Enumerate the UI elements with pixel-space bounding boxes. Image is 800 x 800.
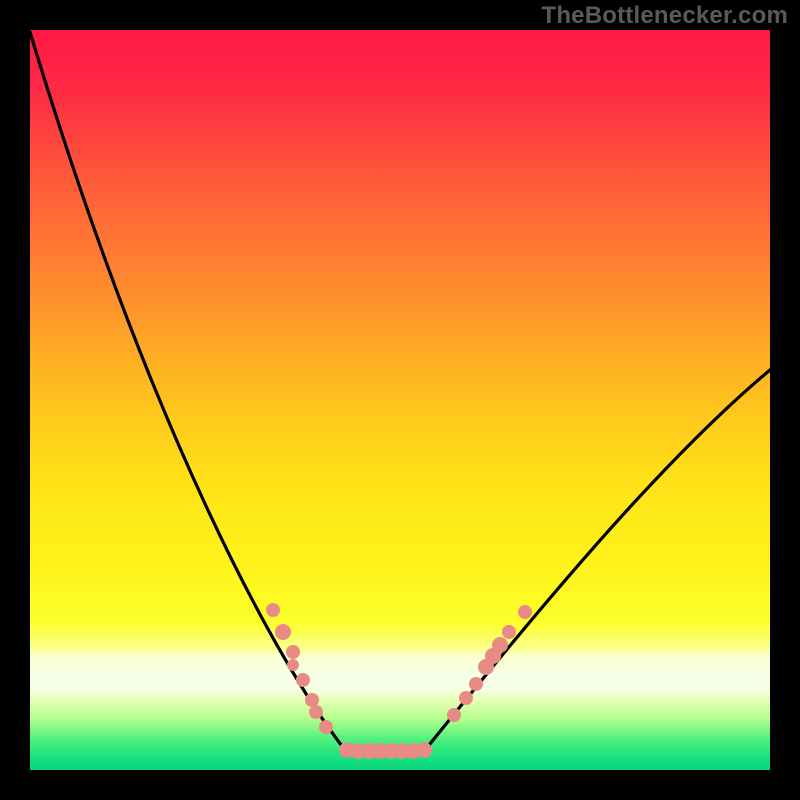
curve-marker <box>319 720 333 734</box>
curve-marker <box>492 637 508 653</box>
pale-horizontal-band <box>30 653 770 692</box>
curve-marker <box>459 691 473 705</box>
curve-marker <box>275 624 291 640</box>
curve-marker <box>416 742 432 758</box>
chart-stage: TheBottlenecker.com <box>0 0 800 800</box>
curve-marker <box>469 677 483 691</box>
curve-marker <box>305 693 319 707</box>
curve-marker <box>309 705 323 719</box>
curve-marker <box>286 645 300 659</box>
bottleneck-chart-svg <box>0 0 800 800</box>
watermark-text: TheBottlenecker.com <box>541 2 788 30</box>
curve-marker <box>296 673 310 687</box>
curve-marker <box>287 659 299 671</box>
curve-marker <box>447 708 461 722</box>
curve-marker <box>266 603 280 617</box>
curve-marker <box>518 605 532 619</box>
curve-marker <box>502 625 516 639</box>
